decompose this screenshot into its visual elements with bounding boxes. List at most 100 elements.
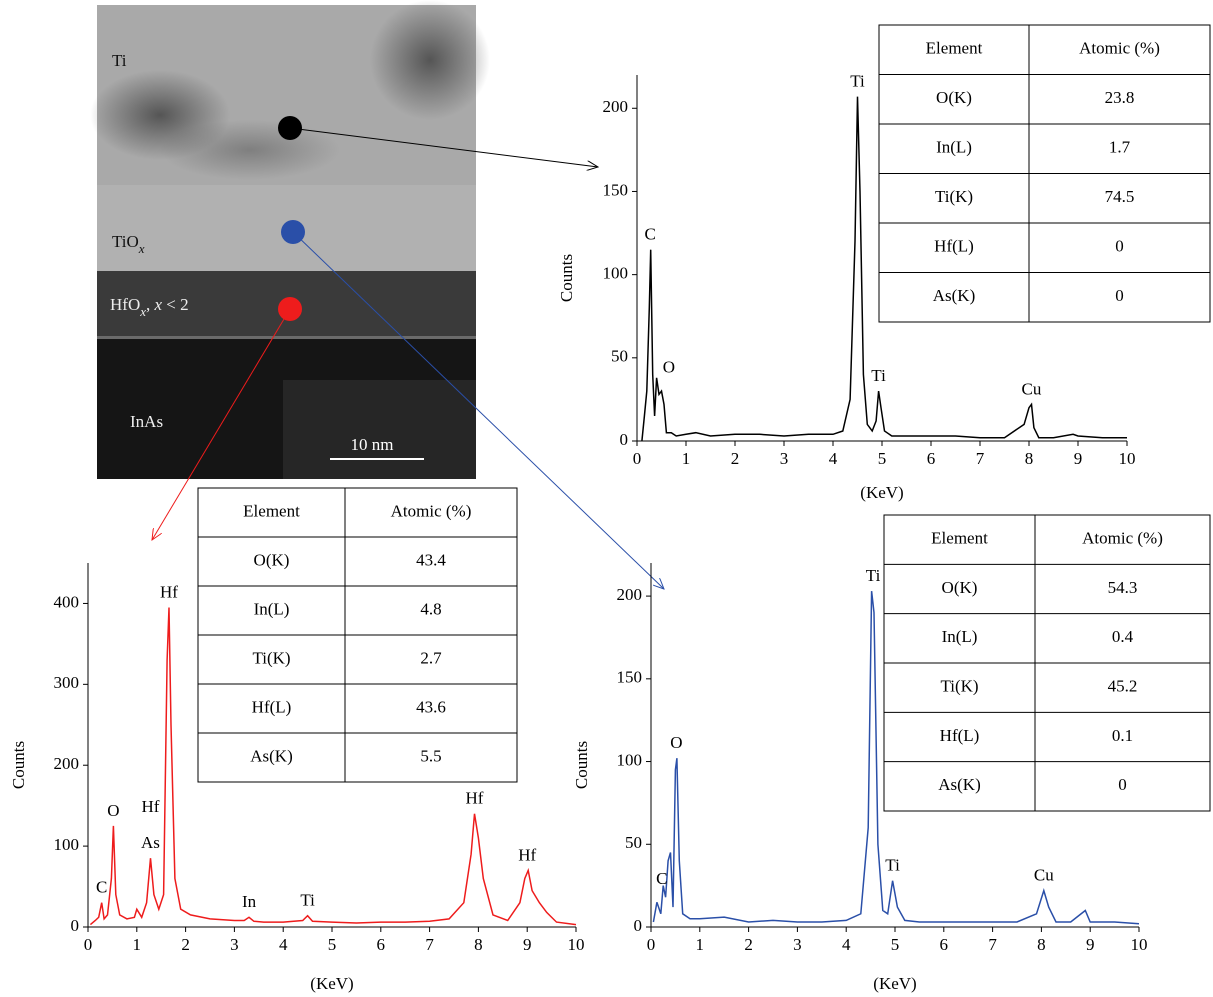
table-cell: 0.4 bbox=[1112, 627, 1134, 646]
x-tick-label: 10 bbox=[1131, 935, 1148, 954]
table-cell: 45.2 bbox=[1108, 677, 1138, 696]
table-cell: Ti(K) bbox=[252, 648, 290, 667]
x-tick-label: 7 bbox=[425, 935, 434, 954]
x-axis-label: (KeV) bbox=[873, 974, 916, 993]
label-run: Ti bbox=[112, 51, 127, 70]
table-cell: Hf(L) bbox=[934, 237, 974, 256]
peak-label: As bbox=[141, 833, 160, 852]
y-tick-label: 100 bbox=[617, 750, 643, 769]
x-tick-label: 4 bbox=[842, 935, 851, 954]
scale-bar-label: 10 nm bbox=[351, 435, 394, 454]
peak-label: In bbox=[242, 892, 257, 911]
table-cell: 74.5 bbox=[1105, 187, 1135, 206]
x-tick-label: 6 bbox=[927, 449, 936, 468]
table-header: Element bbox=[243, 501, 300, 520]
table-cell: 43.4 bbox=[416, 550, 446, 569]
table-cell: In(L) bbox=[936, 138, 972, 157]
table-cell: As(K) bbox=[250, 746, 293, 765]
table-cell: O(K) bbox=[942, 578, 978, 597]
x-tick-label: 6 bbox=[940, 935, 949, 954]
table-cell: As(K) bbox=[933, 286, 976, 305]
peak-label: Hf bbox=[160, 582, 178, 601]
peak-label: Hf bbox=[466, 789, 484, 808]
image-label: Ti bbox=[112, 51, 127, 70]
y-tick-label: 200 bbox=[617, 585, 643, 604]
peak-label: Ti bbox=[300, 891, 315, 910]
x-tick-label: 4 bbox=[279, 935, 288, 954]
label-run: < 2 bbox=[162, 295, 189, 314]
y-tick-label: 50 bbox=[611, 347, 628, 366]
y-tick-label: 0 bbox=[634, 916, 643, 935]
table-header: Element bbox=[926, 39, 983, 58]
table-cell: 0.1 bbox=[1112, 726, 1133, 745]
y-tick-label: 200 bbox=[603, 97, 629, 116]
peak-label: O bbox=[107, 801, 119, 820]
x-tick-label: 9 bbox=[1086, 935, 1095, 954]
table-cell: 54.3 bbox=[1108, 578, 1138, 597]
x-tick-label: 5 bbox=[328, 935, 337, 954]
table-cell: In(L) bbox=[942, 627, 978, 646]
x-tick-label: 0 bbox=[84, 935, 93, 954]
label-run: InAs bbox=[130, 412, 163, 431]
peak-label: Ti bbox=[871, 366, 886, 385]
x-tick-label: 3 bbox=[230, 935, 239, 954]
table-cell: Hf(L) bbox=[252, 697, 292, 716]
x-tick-label: 0 bbox=[647, 935, 656, 954]
x-tick-label: 0 bbox=[633, 449, 642, 468]
x-tick-label: 1 bbox=[696, 935, 705, 954]
probe-point bbox=[281, 220, 305, 244]
x-tick-label: 9 bbox=[523, 935, 532, 954]
y-tick-label: 150 bbox=[603, 180, 629, 199]
table-header: Element bbox=[931, 529, 988, 548]
table-cell: Ti(K) bbox=[940, 677, 978, 696]
x-axis-label: (KeV) bbox=[860, 483, 903, 502]
peak-label: Ti bbox=[850, 72, 865, 91]
arrow bbox=[289, 127, 598, 167]
arrow bbox=[152, 308, 291, 540]
x-tick-label: 3 bbox=[780, 449, 789, 468]
y-tick-label: 150 bbox=[617, 668, 643, 687]
table-cell: 5.5 bbox=[420, 746, 441, 765]
table-cell: 0 bbox=[1118, 775, 1127, 794]
label-run: x bbox=[138, 241, 145, 256]
table-cell: 4.8 bbox=[420, 599, 441, 618]
spectrum-line bbox=[89, 607, 577, 926]
x-tick-label: 10 bbox=[568, 935, 585, 954]
x-tick-label: 9 bbox=[1074, 449, 1083, 468]
x-tick-label: 4 bbox=[829, 449, 838, 468]
peak-label: Hf bbox=[518, 845, 536, 864]
y-tick-label: 200 bbox=[54, 754, 80, 773]
peak-label: C bbox=[96, 878, 107, 897]
table-cell: 23.8 bbox=[1105, 88, 1135, 107]
label-run: HfO bbox=[110, 295, 140, 314]
y-tick-label: 0 bbox=[71, 916, 80, 935]
y-tick-label: 50 bbox=[625, 833, 642, 852]
peak-label: Hf bbox=[141, 797, 159, 816]
label-run: TiO bbox=[112, 232, 139, 251]
x-tick-label: 1 bbox=[133, 935, 142, 954]
x-tick-label: 7 bbox=[988, 935, 997, 954]
peak-label: Ti bbox=[866, 566, 881, 585]
arrow bbox=[292, 231, 664, 589]
table-cell: O(K) bbox=[254, 550, 290, 569]
x-tick-label: 5 bbox=[891, 935, 900, 954]
label-run: x bbox=[154, 295, 163, 314]
x-tick-label: 2 bbox=[731, 449, 740, 468]
y-axis-label: Counts bbox=[572, 741, 591, 789]
peak-label: O bbox=[670, 733, 682, 752]
peak-label: O bbox=[663, 358, 675, 377]
table-cell: 2.7 bbox=[420, 648, 442, 667]
peak-label: C bbox=[656, 869, 667, 888]
y-tick-label: 300 bbox=[54, 673, 80, 692]
spectrum-line bbox=[641, 96, 1127, 442]
peak-label: Cu bbox=[1034, 866, 1054, 885]
table-header: Atomic (%) bbox=[1079, 39, 1160, 58]
peak-label: C bbox=[645, 225, 656, 244]
peak-label: Ti bbox=[885, 856, 900, 875]
y-axis-label: Counts bbox=[557, 254, 576, 302]
table-cell: As(K) bbox=[938, 775, 981, 794]
table-header: Atomic (%) bbox=[391, 501, 472, 520]
table-cell: O(K) bbox=[936, 88, 972, 107]
peak-label: Cu bbox=[1022, 379, 1042, 398]
